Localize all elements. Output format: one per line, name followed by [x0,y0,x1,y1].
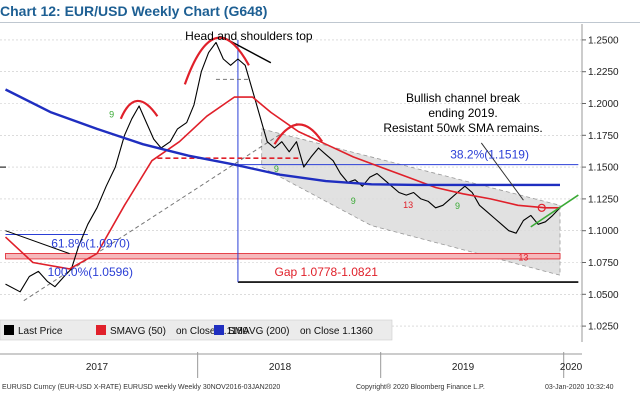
annotation-head-shoulders: Head and shoulders top [185,29,313,43]
sequential-count: 9 [455,201,460,211]
sequential-count: 13 [403,200,413,210]
legend-label: Last Price [18,326,63,337]
x-axis: 2017 2018 2019 2020 [0,352,583,378]
x-tick-label: 2018 [269,362,292,373]
annotation-channel-1: Bullish channel break [406,91,521,105]
y-tick-label: 1.1750 [588,131,619,142]
left-shoulder-arc [119,99,159,120]
head-arc [183,36,250,85]
footer-copyright: Copyright® 2020 Bloomberg Finance L.P. [356,384,485,391]
marks-layer [0,36,579,302]
sma50-series [4,96,560,270]
legend-label: SMAVG (50) [110,326,166,337]
sequential-count: 9 [351,196,356,206]
legend-swatch [4,325,14,335]
gap-band [5,253,561,260]
title-divider [0,22,640,23]
legend-swatch [96,325,106,335]
sequential-count: 9 [274,164,279,174]
annotation-channel-3: Resistant 50wk SMA remains. [383,121,542,135]
y-tick-label: 1.0250 [588,322,619,333]
y-tick-label: 1.2500 [588,35,619,46]
chart-footer: EURUSD Curncy (EUR-USD X-RATE) EURUSD we… [0,380,640,400]
y-axis: 1.2500 1.2250 1.2000 1.1750 1.1500 1.1250 1.10… [581,24,619,342]
annotation-layer: 9 9 9 13 9 13 Head and shoulders top Bullish ch… [48,29,543,279]
sequential-count: 13 [518,253,528,263]
breakout-circle [537,203,546,212]
grid-layer [0,39,582,327]
rising-trendline [23,122,299,302]
legend-swatch [214,325,224,335]
x-tick-label: 2019 [452,362,475,373]
eurusd-weekly-chart: 1.2500 1.2250 1.2000 1.1750 1.1500 1.1250 1.10… [0,24,619,380]
y-tick-label: 1.1500 [588,163,619,174]
x-tick-label: 2017 [86,362,109,373]
footer-timestamp: 03-Jan-2020 10:32:40 [545,384,614,391]
breakout-line [530,194,579,228]
sequential-count: 9 [109,109,114,119]
chart-title: Chart 12: EUR/USD Weekly Chart (G648) [0,3,268,19]
left-trendline [5,230,70,255]
y-tick-label: 1.2000 [588,99,619,110]
y-tick-label: 1.0750 [588,258,619,269]
gap-label: Gap 1.0778-1.0821 [275,265,379,279]
fib-38-label: 38.2%(1.1519) [450,148,529,162]
legend-value: on Close 1.1180 [176,326,249,337]
x-tick-label: 2020 [560,362,583,373]
breakout-arrow [480,142,524,201]
fib-61-label: 61.8%(1.0970) [51,237,130,251]
legend-label: SMAVG (200) [228,326,290,337]
y-tick-label: 1.1250 [588,194,619,205]
price-series [5,41,561,293]
sma200-series [4,88,560,187]
y-tick-label: 1.2250 [588,67,619,78]
annotation-channel-2: ending 2019. [428,106,497,120]
right-shoulder-arc [273,123,324,145]
y-tick-label: 1.1000 [588,226,619,237]
legend-value: on Close 1.1360 [300,326,373,337]
footer-source: EURUSD Curncy (EUR-USD X-RATE) EURUSD we… [2,384,281,391]
y-tick-label: 1.0500 [588,290,619,301]
legend: Last Price SMAVG (50) on Close 1.1180SMAVG… [0,319,393,341]
fib-100-label: 100.0%(1.0596) [48,265,133,279]
